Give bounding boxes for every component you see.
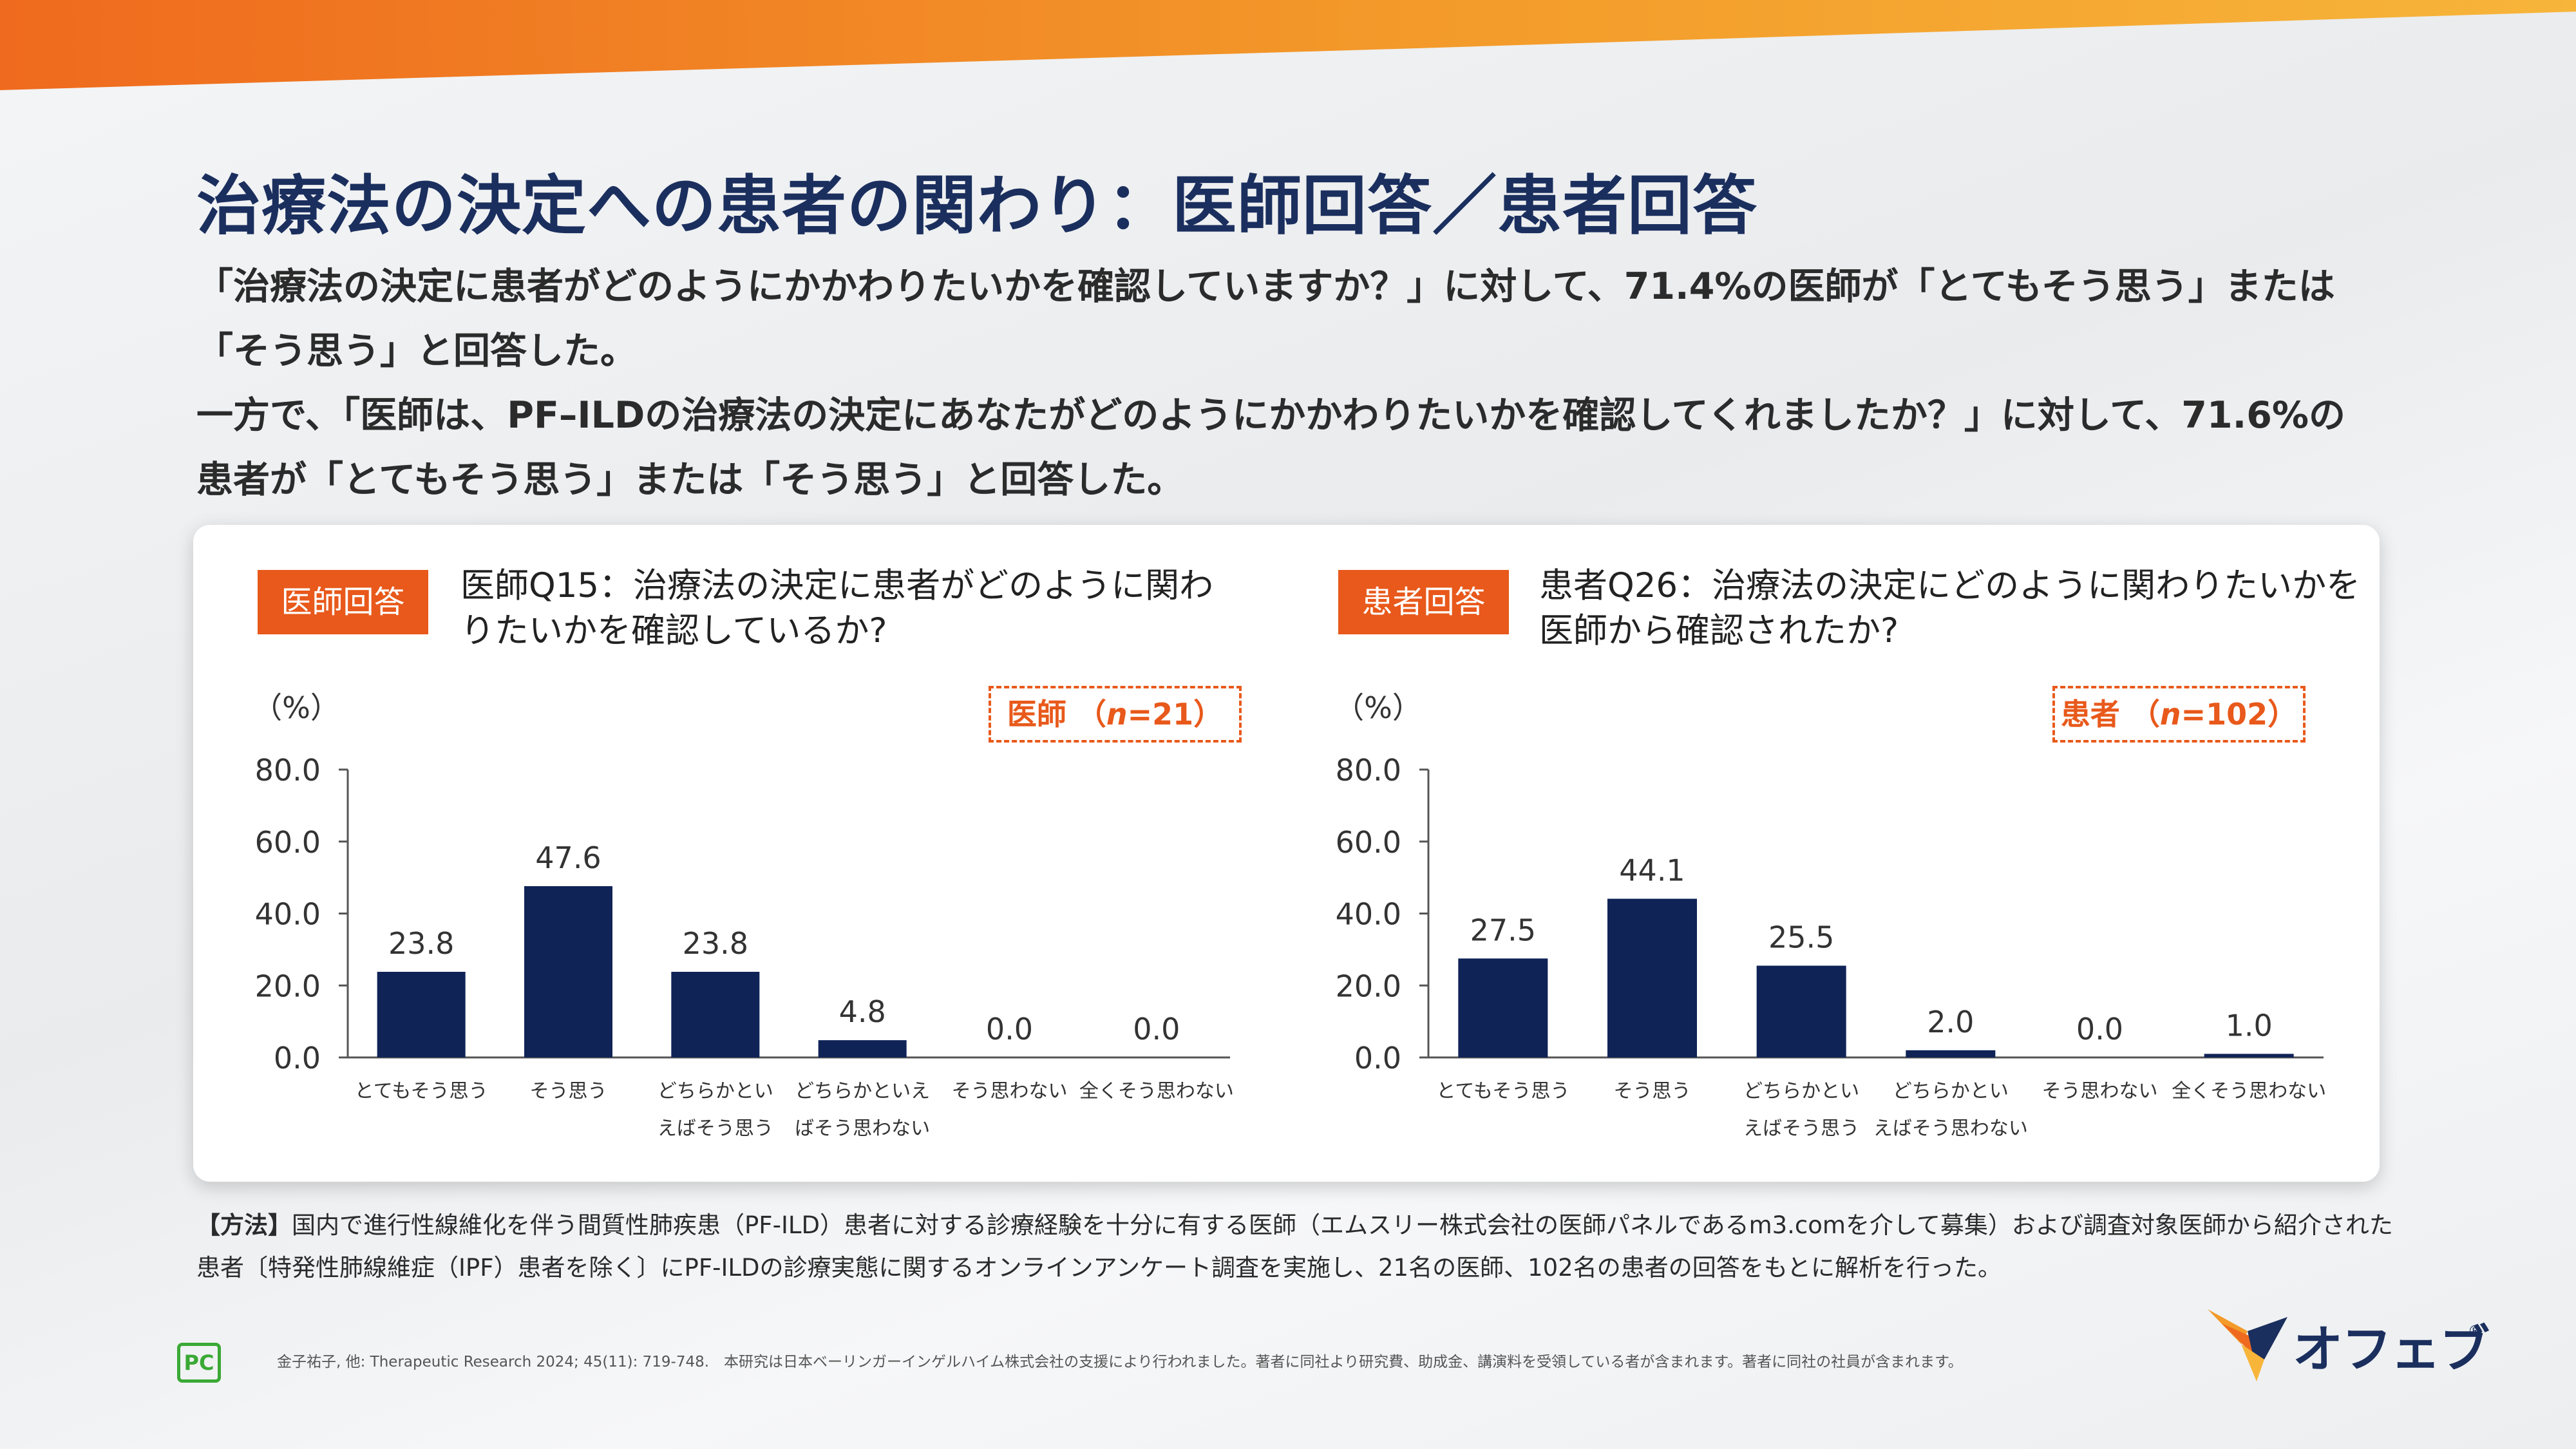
doctor-y-tick-label-4: 80.0 bbox=[255, 753, 321, 788]
method-label: 【方法】 bbox=[196, 1211, 292, 1239]
doctor-answer-tag: 医師回答 bbox=[258, 570, 428, 634]
doctor-question: 医師Q15：治療法の決定に患者がどのように関わ りたいかを確認しているか? bbox=[460, 564, 1213, 654]
doctor-bar-3 bbox=[818, 1040, 907, 1057]
summary-line-4: 患者が「とてもそう思う」または「そう思う」と回答した。 bbox=[196, 459, 1184, 501]
summary-line-1: 「治療法の決定に患者がどのようにかかわりたいかを確認していますか？」に対して、7… bbox=[196, 265, 2335, 308]
patient-n-value: =102） bbox=[2181, 697, 2298, 732]
doctor-bar-value-label-2: 23.8 bbox=[683, 926, 748, 961]
patient-category-label-5-0: 全くそう思わない bbox=[2172, 1080, 2326, 1103]
summary-text: 「治療法の決定に患者がどのようにかかわりたいかを確認していますか？」に対して、7… bbox=[196, 254, 2450, 512]
patient-bar-0 bbox=[1458, 958, 1548, 1057]
patient-y-tick-label-3: 60.0 bbox=[1336, 825, 1401, 860]
doctor-bar-0 bbox=[377, 972, 466, 1057]
patient-bar-value-label-2: 25.5 bbox=[1768, 920, 1834, 955]
doctor-n-box: 医師 （n=21） bbox=[989, 686, 1242, 743]
patient-category-label-2-1: えばそう思う bbox=[1743, 1117, 1859, 1140]
patient-question-line-1: 患者Q26：治療法の決定にどのように関わりたいかを bbox=[1539, 566, 2361, 605]
patient-n-box: 患者 （n=102） bbox=[2052, 686, 2306, 743]
doctor-n-italic: n bbox=[1106, 697, 1128, 732]
method-line-1-text: 国内で進行性線維化を伴う間質性肺疾患（PF-ILD）患者に対する診療経験を十分に… bbox=[292, 1211, 2393, 1239]
doctor-category-label-0-0: とてもそう思う bbox=[355, 1080, 488, 1103]
method-line-2: 患者〔特発性肺線維症（IPF）患者を除く〕にPF-ILDの診療実態に関するオンラ… bbox=[196, 1254, 2002, 1282]
pc-logo: PC bbox=[177, 1343, 221, 1383]
patient-question: 患者Q26：治療法の決定にどのように関わりたいかを 医師から確認されたか? bbox=[1539, 564, 2360, 654]
patient-bar-value-label-0: 27.5 bbox=[1470, 913, 1536, 947]
page-title: 治療法の決定への患者の関わり：医師回答／患者回答 bbox=[196, 168, 1757, 243]
patient-bar-value-label-1: 44.1 bbox=[1619, 853, 1685, 888]
patient-bar-value-label-3: 2.0 bbox=[1927, 1005, 1974, 1039]
doctor-bar-value-label-5: 0.0 bbox=[1133, 1012, 1180, 1046]
brand-name: オフェブ bbox=[2293, 1321, 2490, 1379]
patient-n-label: 患者 bbox=[2060, 697, 2120, 732]
doctor-y-tick-label-3: 60.0 bbox=[255, 825, 321, 860]
patient-y-tick-label-0: 0.0 bbox=[1354, 1041, 1401, 1075]
ofev-brand-logo: オフェブ ® bbox=[2202, 1298, 2490, 1388]
patient-category-label-1-0: そう思う bbox=[1614, 1080, 1691, 1103]
method-line-1: 【方法】国内で進行性線維化を伴う間質性肺疾患（PF-ILD）患者に対する診療経験… bbox=[196, 1204, 2489, 1247]
patient-n-italic: n bbox=[2159, 697, 2181, 732]
patient-category-label-3-1: えばそう思わない bbox=[1873, 1117, 2028, 1140]
patient-bar-value-label-5: 1.0 bbox=[2226, 1008, 2273, 1043]
doctor-n-value: =21） bbox=[1127, 697, 1224, 732]
doctor-n-label: 医師 bbox=[1007, 697, 1066, 732]
doctor-category-label-2-0: どちらかとい bbox=[658, 1080, 773, 1103]
doctor-category-label-2-1: えばそう思う bbox=[658, 1117, 773, 1140]
doctor-bar-value-label-0: 23.8 bbox=[388, 926, 454, 961]
doctor-n-open: （ bbox=[1076, 697, 1106, 732]
patient-category-label-2-0: どちらかとい bbox=[1743, 1080, 1859, 1103]
patient-category-label-0-0: とてもそう思う bbox=[1436, 1080, 1569, 1103]
doctor-bar-2 bbox=[671, 972, 760, 1057]
doctor-question-line-2: りたいかを確認しているか? bbox=[460, 611, 887, 650]
patient-bar-3 bbox=[1906, 1050, 1996, 1057]
doctor-category-label-4-0: そう思わない bbox=[952, 1080, 1068, 1103]
summary-line-2: 「そう思う」と回答した。 bbox=[196, 330, 637, 372]
summary-line-3: 一方で、「医師は、PF–ILDの治療法の決定にあなたがどのようにかかわりたいかを… bbox=[196, 394, 2346, 437]
patient-category-label-4-0: そう思わない bbox=[2042, 1080, 2158, 1103]
doctor-category-label-3-1: ばそう思わない bbox=[795, 1117, 930, 1140]
patient-question-line-2: 医師から確認されたか? bbox=[1539, 611, 1899, 650]
patient-y-unit-label: （%） bbox=[1334, 690, 1422, 725]
patient-category-label-3-0: どちらかとい bbox=[1893, 1080, 2009, 1103]
doctor-category-label-3-0: どちらかといえ bbox=[795, 1080, 930, 1103]
patient-bar-5 bbox=[2204, 1054, 2294, 1057]
doctor-y-tick-label-2: 40.0 bbox=[255, 897, 321, 932]
doctor-bar-value-label-4: 0.0 bbox=[986, 1012, 1033, 1046]
brand-registered-mark: ® bbox=[2468, 1323, 2482, 1340]
patient-bar-2 bbox=[1756, 965, 1846, 1057]
doctor-bar-value-label-3: 4.8 bbox=[839, 994, 886, 1029]
brand-mark-icon bbox=[2208, 1309, 2287, 1381]
method-note: 【方法】国内で進行性線維化を伴う間質性肺疾患（PF-ILD）患者に対する診療経験… bbox=[196, 1204, 2489, 1289]
patient-answer-tag: 患者回答 bbox=[1338, 570, 1509, 634]
patient-y-tick-label-2: 40.0 bbox=[1336, 897, 1401, 932]
patient-n-open: （ bbox=[2130, 697, 2160, 732]
patient-y-tick-label-4: 80.0 bbox=[1336, 753, 1401, 788]
charts-card: 医師回答 医師Q15：治療法の決定に患者がどのように関わ りたいかを確認している… bbox=[193, 525, 2380, 1182]
doctor-bar-value-label-1: 47.6 bbox=[535, 840, 601, 875]
patient-y-tick-label-1: 20.0 bbox=[1336, 969, 1401, 1003]
doctor-category-label-1-0: そう思う bbox=[530, 1080, 607, 1103]
doctor-bar-1 bbox=[524, 886, 612, 1057]
patient-bar-chart: （%） 0.0 20.0 40.0 60.0 80.0 27.5 とてもそう思う 44.1 そう思… bbox=[1334, 690, 2326, 1140]
doctor-question-line-1: 医師Q15：治療法の決定に患者がどのように関わ bbox=[460, 566, 1214, 605]
doctor-y-unit-label: （%） bbox=[252, 690, 340, 725]
citation-text: 金子祐子, 他: Therapeutic Research 2024; 45(1… bbox=[277, 1354, 1963, 1370]
patient-bar-value-label-4: 0.0 bbox=[2076, 1012, 2123, 1046]
patient-bar-1 bbox=[1607, 898, 1697, 1057]
top-orange-band bbox=[0, 0, 2576, 90]
doctor-category-label-5-0: 全くそう思わない bbox=[1079, 1080, 1234, 1103]
doctor-bar-chart: （%） 0.0 20.0 40.0 60.0 80.0 23.8 とてもそう思う 47.6 そう思… bbox=[252, 690, 1234, 1140]
doctor-y-tick-label-0: 0.0 bbox=[274, 1041, 321, 1075]
doctor-y-tick-label-1: 20.0 bbox=[255, 969, 321, 1003]
